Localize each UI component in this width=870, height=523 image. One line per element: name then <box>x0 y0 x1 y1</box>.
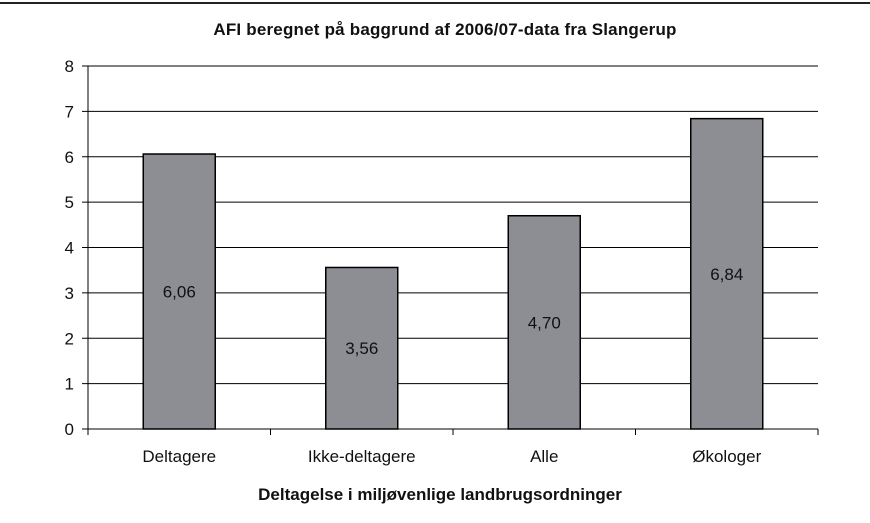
data-label: 6,06 <box>163 283 196 302</box>
y-tick-label: 4 <box>65 239 74 258</box>
y-tick-label: 6 <box>65 148 74 167</box>
y-tick-label: 1 <box>65 375 74 394</box>
labels: 0 1 2 3 4 5 6 7 8 Deltagere 6,06 Ikke-deltagere 3,56… <box>65 57 762 466</box>
x-tick-label: Deltagere <box>142 447 216 466</box>
y-tick-label: 2 <box>65 329 74 348</box>
data-label: 6,84 <box>710 265 743 284</box>
bar <box>507 214 581 430</box>
chart-title: AFI beregnet på baggrund af 2006/07-data… <box>213 20 677 39</box>
bars <box>142 117 764 430</box>
bar <box>690 117 764 430</box>
x-tick-label: Økologer <box>692 447 761 466</box>
bar <box>142 153 216 430</box>
x-tick-label: Alle <box>530 447 558 466</box>
y-tick-label: 7 <box>65 102 74 121</box>
top-rule <box>0 2 870 4</box>
x-tick-label: Ikke-deltagere <box>308 447 416 466</box>
y-tick-label: 3 <box>65 284 74 303</box>
y-tick-label: 5 <box>65 193 74 212</box>
y-tick-label: 0 <box>65 420 74 439</box>
data-label: 4,70 <box>528 313 561 332</box>
bar <box>325 266 399 430</box>
data-label: 3,56 <box>345 339 378 358</box>
x-axis-title: Deltagelse i miljøvenlige landbrugsordni… <box>258 485 622 504</box>
y-tick-label: 8 <box>65 57 74 76</box>
